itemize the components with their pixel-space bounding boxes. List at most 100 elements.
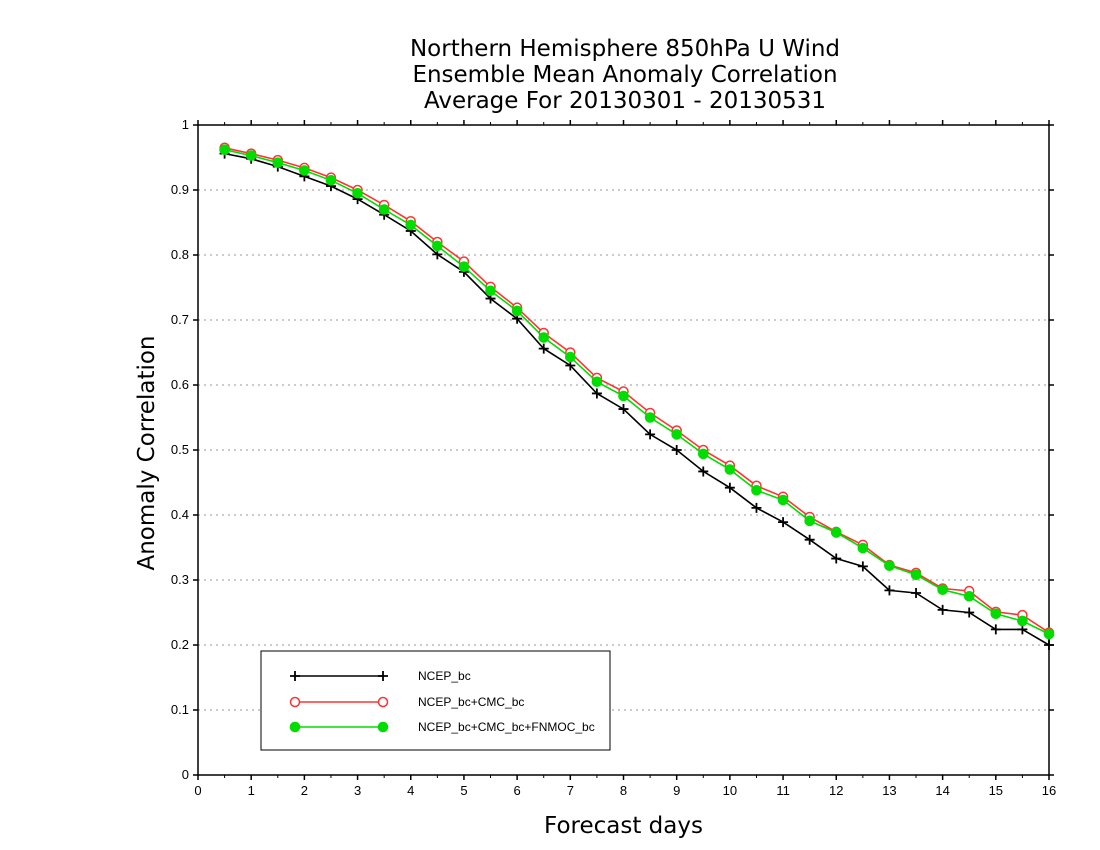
data-point xyxy=(325,174,337,186)
x-tick-label: 4 xyxy=(407,783,414,798)
series-2 xyxy=(219,142,1055,638)
y-tick-label: 0.7 xyxy=(171,312,189,327)
data-point xyxy=(937,584,948,596)
y-tick-label: 1 xyxy=(182,117,189,132)
y-tick-label: 0.3 xyxy=(171,572,189,587)
data-point xyxy=(884,585,895,596)
legend-marker xyxy=(290,671,300,681)
legend-label: NCEP_bc xyxy=(418,669,471,683)
data-point xyxy=(698,466,709,477)
x-tick-label: 8 xyxy=(620,783,627,798)
data-point xyxy=(724,464,736,475)
data-point xyxy=(485,285,496,297)
data-point xyxy=(990,624,1001,635)
data-point xyxy=(778,517,789,528)
chart-title-line-1: Northern Hemisphere 850hPa U Wind xyxy=(409,36,841,62)
data-point xyxy=(458,261,470,273)
x-tick-label: 3 xyxy=(354,783,361,798)
y-tick-label: 0.9 xyxy=(171,182,189,197)
data-point xyxy=(272,157,284,168)
x-tick-label: 6 xyxy=(514,783,521,798)
data-point xyxy=(857,561,868,572)
grid-lines xyxy=(198,189,1049,711)
data-point xyxy=(618,404,629,415)
y-tick-label: 0.2 xyxy=(171,637,189,652)
data-point xyxy=(644,412,656,423)
data-point xyxy=(671,429,682,440)
axis-ticks: 00.10.20.30.40.50.60.70.80.910 1 2 3 4 5 6 7 8 9 1… xyxy=(171,117,1056,798)
x-tick-label: 11 xyxy=(776,783,790,798)
x-tick-label: 1 xyxy=(248,783,255,798)
y-tick-label: 0.8 xyxy=(171,247,189,262)
x-tick-label: 12 xyxy=(829,783,843,798)
x-tick-label: 13 xyxy=(882,783,896,798)
y-tick-label: 0.5 xyxy=(171,442,189,457)
legend-marker xyxy=(289,721,301,733)
y-tick-label: 0.4 xyxy=(171,507,189,522)
y-axis-label: Anomaly Correlation xyxy=(134,335,160,570)
y-tick-label: 0 xyxy=(182,767,189,782)
series-1 xyxy=(219,148,1054,650)
data-point xyxy=(511,305,523,317)
x-tick-label: 15 xyxy=(989,783,1003,798)
legend-box xyxy=(260,650,611,751)
legend-label: NCEP_bc+CMC_bc xyxy=(418,695,524,709)
x-tick-label: 14 xyxy=(935,783,949,798)
x-axis-label: Forecast days xyxy=(544,813,703,839)
legend-entry: NCEP_bc xyxy=(290,669,471,683)
data-point xyxy=(910,569,922,581)
data-point xyxy=(618,390,629,402)
data-point xyxy=(352,187,363,199)
data-point xyxy=(937,604,948,615)
legend-marker xyxy=(289,696,301,708)
data-point xyxy=(245,150,257,161)
data-point xyxy=(591,376,603,388)
data-point xyxy=(857,542,869,554)
data-point xyxy=(671,445,682,455)
x-tick-label: 2 xyxy=(301,783,308,798)
data-point xyxy=(911,588,922,598)
data-point xyxy=(724,482,735,493)
data-point xyxy=(432,240,443,252)
series-line xyxy=(224,152,1050,646)
data-point xyxy=(830,527,842,538)
data-point xyxy=(378,204,390,215)
data-point xyxy=(1043,628,1055,640)
data-point xyxy=(1044,640,1054,650)
x-tick-label: 5 xyxy=(460,783,467,798)
data-point xyxy=(751,502,762,513)
data-point xyxy=(697,448,709,460)
data-point xyxy=(884,560,895,572)
data-point xyxy=(645,429,656,440)
series-line xyxy=(224,148,1050,635)
data-point xyxy=(405,219,417,231)
data-point xyxy=(963,590,975,602)
legend-label: NCEP_bc+CMC_bc+FNMOC_bc xyxy=(418,720,595,734)
legend-entry: NCEP_bc+CMC_bc xyxy=(289,695,524,709)
y-tick-label: 0.1 xyxy=(171,702,189,717)
x-tick-label: 7 xyxy=(567,783,574,798)
x-tick-label: 10 xyxy=(723,783,737,798)
series-line xyxy=(224,147,1050,634)
x-tick-label: 0 xyxy=(194,783,201,798)
data-point xyxy=(1017,615,1028,627)
data-point xyxy=(990,608,1002,620)
data-point xyxy=(565,351,576,363)
data-point xyxy=(804,534,815,545)
data-point xyxy=(538,343,549,354)
data-point xyxy=(219,144,230,155)
y-tick-label: 0.6 xyxy=(171,377,189,392)
data-point xyxy=(751,485,762,496)
chart-title-line-3: Average For 20130301 - 20130531 xyxy=(423,88,827,114)
data-point xyxy=(299,165,310,176)
data-point xyxy=(591,388,602,399)
data-point xyxy=(777,494,789,506)
data-point xyxy=(538,332,550,343)
series-layer xyxy=(219,142,1055,650)
legend-marker xyxy=(377,696,389,708)
legend-marker xyxy=(378,671,388,681)
x-tick-label: 9 xyxy=(673,783,680,798)
data-point xyxy=(831,553,842,564)
data-point xyxy=(964,607,975,618)
